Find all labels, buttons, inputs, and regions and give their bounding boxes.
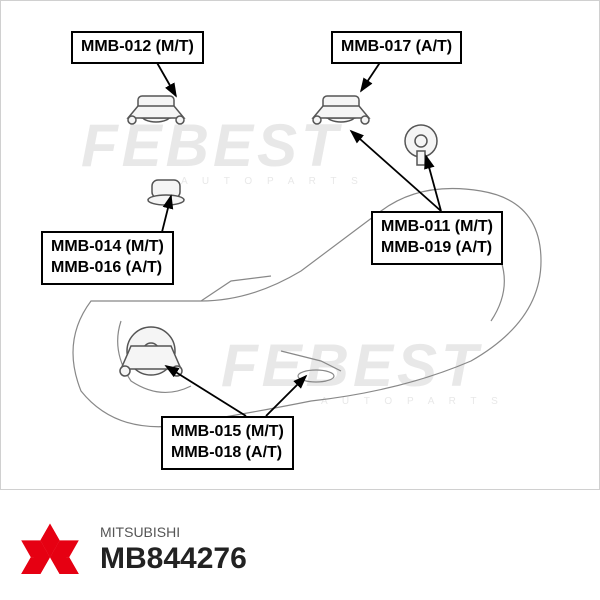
watermark-sub: A U T O P A R T S xyxy=(181,176,364,187)
label-text: MMB-011 (M/T) xyxy=(381,217,493,238)
label-mmb-011-019: MMB-011 (M/T) MMB-019 (A/T) xyxy=(371,211,503,265)
label-text: MMB-017 (A/T) xyxy=(341,37,452,58)
part-number: MB844276 xyxy=(100,542,247,576)
label-text: MMB-012 (M/T) xyxy=(81,37,194,58)
label-text: MMB-015 (M/T) xyxy=(171,422,284,443)
label-mmb-014-016: MMB-014 (M/T) MMB-016 (A/T) xyxy=(41,231,174,285)
watermark-sub-2: A U T O P A R T S xyxy=(321,396,504,407)
label-text: MMB-019 (A/T) xyxy=(381,238,493,259)
diagram-area: FEBEST A U T O P A R T S FEBEST A U T O … xyxy=(0,0,600,490)
watermark-text: FEBEST xyxy=(81,111,342,180)
label-mmb-015-018: MMB-015 (M/T) MMB-018 (A/T) xyxy=(161,416,294,470)
label-text: MMB-016 (A/T) xyxy=(51,258,164,279)
brand-name: MITSUBISHI xyxy=(100,524,247,540)
watermark-text-2: FEBEST xyxy=(221,331,482,400)
footer-text: MITSUBISHI MB844276 xyxy=(100,524,247,576)
label-text: MMB-018 (A/T) xyxy=(171,443,284,464)
mitsubishi-logo-icon xyxy=(20,520,80,580)
label-mmb-012: MMB-012 (M/T) xyxy=(71,31,204,64)
label-mmb-017: MMB-017 (A/T) xyxy=(331,31,462,64)
footer: MITSUBISHI MB844276 xyxy=(0,500,600,600)
label-text: MMB-014 (M/T) xyxy=(51,237,164,258)
